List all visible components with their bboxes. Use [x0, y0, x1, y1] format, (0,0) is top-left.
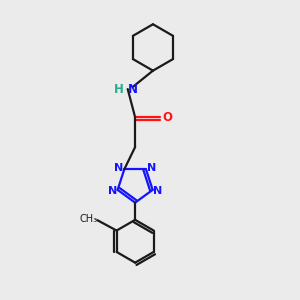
Text: N: N: [128, 82, 138, 96]
Text: O: O: [162, 111, 172, 124]
Text: N: N: [114, 163, 124, 173]
Text: N: N: [147, 163, 156, 173]
Text: CH₃: CH₃: [80, 214, 98, 224]
Text: N: N: [153, 186, 163, 197]
Text: N: N: [108, 186, 117, 197]
Text: H: H: [114, 82, 124, 96]
